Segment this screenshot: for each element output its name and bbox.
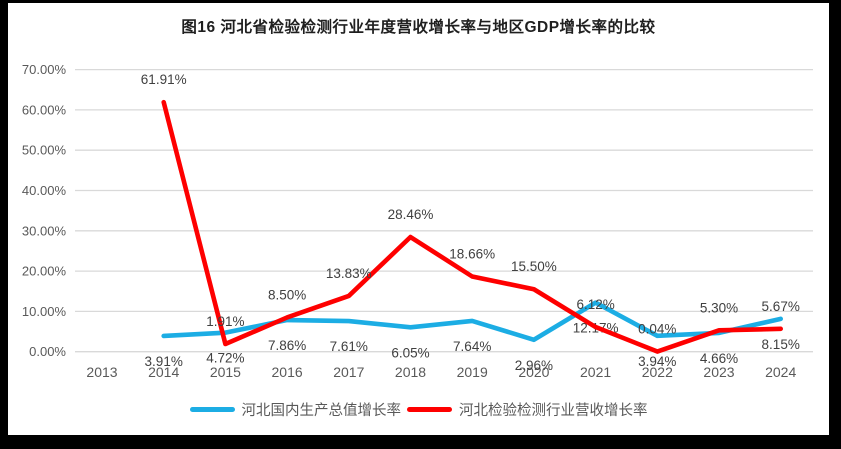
data-label: 6.12%	[576, 297, 614, 312]
data-label: 18.66%	[449, 247, 495, 262]
data-label: 2.96%	[515, 358, 553, 373]
x-axis-tick-label: 2014	[148, 364, 179, 380]
data-label: 8.50%	[268, 287, 306, 302]
y-axis-tick-label: 60.00%	[22, 102, 67, 117]
legend: 河北国内生产总值增长率 河北检验检测行业营收增长率	[8, 399, 829, 420]
data-label: 28.46%	[388, 207, 434, 222]
x-axis-tick-label: 2024	[765, 364, 796, 380]
data-label: 7.61%	[330, 339, 368, 354]
y-axis-tick-label: 30.00%	[22, 223, 67, 238]
x-axis-tick-label: 2021	[580, 364, 611, 380]
x-axis-tick-label: 2020	[518, 364, 549, 380]
data-label: 8.15%	[762, 337, 800, 352]
data-label: 61.91%	[141, 72, 187, 87]
data-label: 15.50%	[511, 259, 557, 274]
x-axis-tick-label: 2022	[642, 364, 673, 380]
x-axis-tick-label: 2016	[272, 364, 303, 380]
data-label: 4.72%	[206, 351, 244, 366]
series-line-0	[161, 300, 784, 343]
chart-frame: 图16 河北省检验检测行业年度营收增长率与地区GDP增长率的比较 0.00% 10…	[8, 3, 829, 435]
chart-title: 图16 河北省检验检测行业年度营收增长率与地区GDP增长率的比较	[181, 19, 656, 36]
legend-label-revenue: 河北检验检测行业营收增长率	[459, 403, 648, 419]
legend-label-gdp: 河北国内生产总值增长率	[241, 403, 402, 419]
data-label: 13.83%	[326, 266, 372, 281]
legend-item-gdp: 河北国内生产总值增长率	[189, 399, 402, 420]
x-axis-tick-label: 2015	[210, 364, 241, 380]
data-label: 0.04%	[638, 322, 676, 337]
y-axis-tick-label: 20.00%	[22, 264, 67, 279]
data-label: 6.05%	[391, 345, 429, 360]
x-axis-tick-label: 2018	[395, 364, 426, 380]
y-axis-tick-label: 40.00%	[22, 183, 67, 198]
gdp-line-swatch-icon	[189, 407, 235, 412]
data-label: 5.67%	[762, 299, 800, 314]
y-axis-tick-label: 0.00%	[29, 344, 66, 359]
data-label: 7.64%	[453, 339, 491, 354]
chart-canvas: 0.00% 10.00% 20.00% 30.00% 40.00% 50.00% 60.00…	[22, 62, 813, 380]
series-line-1	[161, 99, 784, 354]
revenue-line-swatch-icon	[407, 407, 452, 412]
x-axis-tick-label: 2019	[457, 364, 488, 380]
data-label: 4.66%	[700, 351, 738, 366]
data-label: 5.30%	[700, 300, 738, 315]
data-label: 1.91%	[206, 314, 244, 329]
data-label: 3.91%	[145, 354, 183, 369]
data-label: 7.86%	[268, 338, 306, 353]
y-axis-tick-label: 70.00%	[22, 62, 67, 77]
y-axis-tick-label: 50.00%	[22, 143, 67, 158]
x-axis-tick-label: 2017	[333, 364, 364, 380]
x-axis-tick-label: 2023	[703, 364, 734, 380]
y-axis-tick-label: 10.00%	[22, 304, 67, 319]
legend-item-revenue: 河北检验检测行业营收增长率	[407, 399, 648, 420]
data-label: 3.94%	[638, 354, 676, 369]
x-axis-tick-label: 2013	[86, 364, 117, 380]
